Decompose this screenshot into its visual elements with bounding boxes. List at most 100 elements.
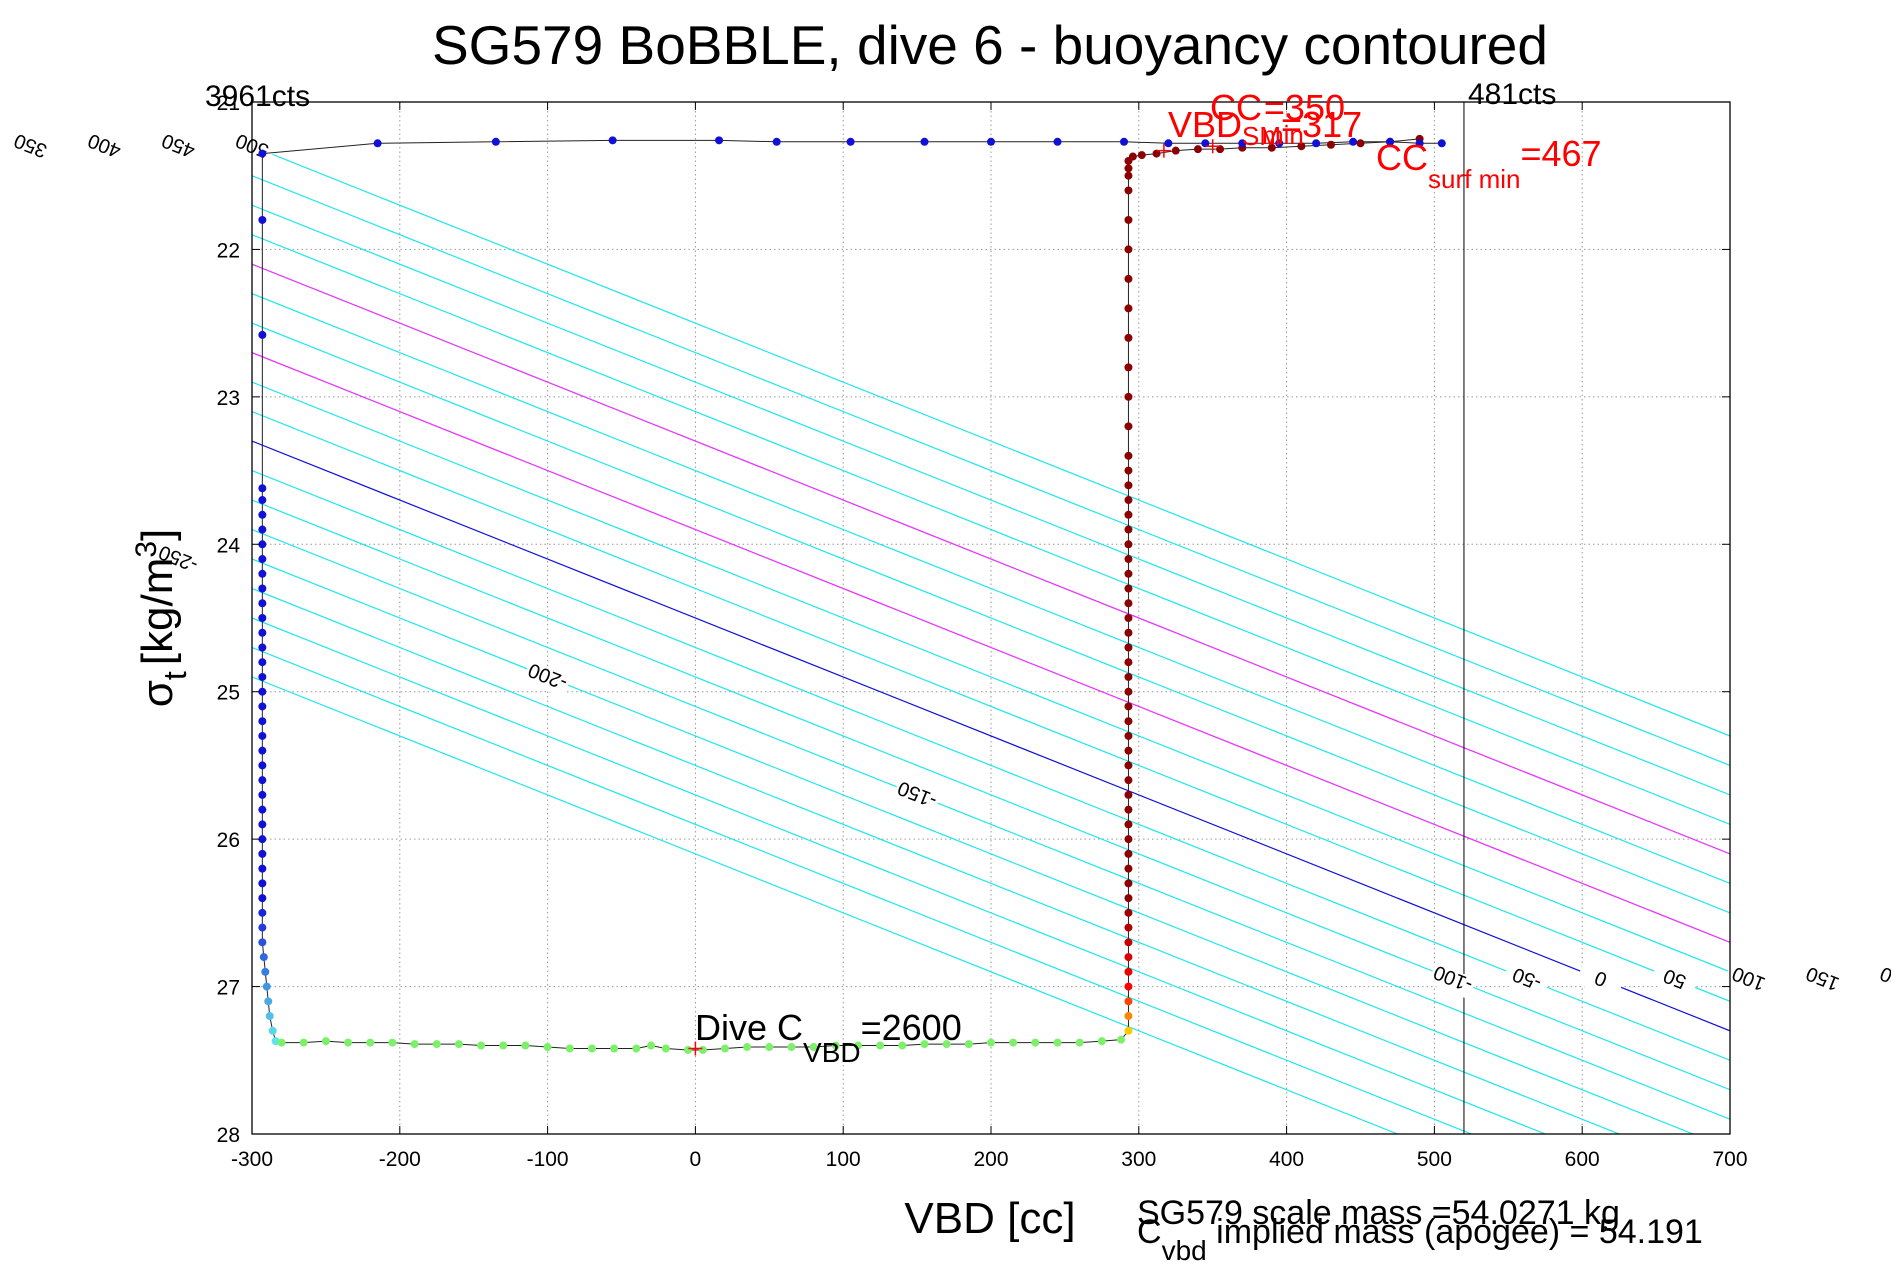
bottom-point — [454, 1040, 463, 1049]
y-tick-label: 25 — [217, 682, 240, 705]
climb-point — [1124, 923, 1133, 932]
dive-point — [258, 938, 267, 947]
contour-label-bg — [1649, 962, 1699, 1000]
surface-point — [373, 139, 382, 148]
dive-point — [261, 967, 270, 976]
bottom-point — [410, 1040, 419, 1049]
contour-label-top: 400 — [78, 129, 128, 167]
climb-point — [1124, 894, 1133, 903]
dive-point — [264, 997, 273, 1006]
climb-point — [1152, 149, 1161, 158]
contour-label-bottom: 100 — [1723, 962, 1773, 1000]
contour-label-text: -100 — [1431, 961, 1476, 996]
dive-point — [258, 496, 267, 505]
dive-point — [258, 643, 267, 652]
chart-title: SG579 BoBBLE, dive 6 - buoyancy contoure… — [432, 14, 1548, 76]
bottom-point — [1097, 1037, 1106, 1046]
climb-point — [1124, 1026, 1133, 1035]
climb-point — [1124, 731, 1133, 740]
contour-label-bottom: 0 — [1575, 962, 1625, 1000]
bottom-point — [684, 1045, 693, 1054]
x-tick-label: -100 — [527, 1148, 569, 1171]
dive-point — [258, 805, 267, 814]
dive-point — [258, 628, 267, 637]
climb-point — [1216, 145, 1225, 154]
bottom-point — [920, 1040, 929, 1049]
bottom-point — [521, 1041, 530, 1050]
x-tick-label: 0 — [690, 1148, 702, 1171]
climb-point — [1124, 643, 1133, 652]
y-tick-label: 27 — [217, 977, 240, 1000]
x-axis-label: VBD [cc] — [904, 1194, 1075, 1243]
contour-label-bg — [1427, 962, 1477, 1000]
surface-point — [1349, 137, 1358, 146]
dive-point — [258, 658, 267, 667]
contour-label-bottom: -100 — [1427, 961, 1477, 1000]
bottom-point — [477, 1041, 486, 1050]
climb-point — [1326, 140, 1335, 149]
cc-surf-min-label: CCsurf min=467 — [1376, 133, 1602, 194]
climb-point — [1124, 761, 1133, 770]
bottom-point — [344, 1038, 353, 1047]
vbd-sm-marker — [1156, 143, 1171, 158]
dive-point — [258, 820, 267, 829]
climb-point — [1128, 152, 1137, 161]
climb-point — [1193, 145, 1202, 154]
bottom-point — [299, 1038, 308, 1047]
dive-point — [258, 776, 267, 785]
contour-labels: -100-50050100150200250300350400450500-10… — [5, 129, 1891, 1000]
dive-point — [258, 835, 267, 844]
climb-point — [1124, 967, 1133, 976]
contour-label-bg — [1723, 962, 1773, 1000]
x-tick-label: 400 — [1269, 1148, 1304, 1171]
bottom-point — [831, 1041, 840, 1050]
climb-point — [1124, 672, 1133, 681]
climb-point — [1124, 849, 1133, 858]
climb-point — [1267, 143, 1276, 152]
contour-line — [252, 676, 1400, 1134]
dive-point — [258, 510, 267, 519]
x-tick-label: 200 — [973, 1148, 1008, 1171]
surface-point — [1201, 139, 1210, 148]
climb-point — [1297, 142, 1306, 151]
scale-mass-text: SG579 scale mass =54.0271 kg — [1137, 1194, 1620, 1232]
climb-point — [1124, 510, 1133, 519]
y-axis-label: σt[kg/m3] — [130, 529, 193, 708]
dive-point — [258, 525, 267, 534]
climb-point — [1124, 540, 1133, 549]
climb-point — [1124, 186, 1133, 195]
bottom-point — [720, 1044, 729, 1053]
contour-label-bg — [1575, 962, 1625, 1000]
climb-point — [1124, 481, 1133, 490]
dive-point — [258, 702, 267, 711]
climb-point — [1124, 746, 1133, 755]
climb-point — [1124, 820, 1133, 829]
contour-label-text: -200 — [525, 658, 570, 693]
bottom-point — [647, 1041, 656, 1050]
corner-label-left: 3961cts — [205, 80, 310, 113]
dive-point — [258, 540, 267, 549]
bottom-point — [277, 1038, 286, 1047]
contour-label-text: -150 — [895, 776, 940, 811]
bottom-point — [765, 1043, 774, 1052]
grid-lines — [252, 102, 1730, 1134]
surface-point — [1386, 137, 1395, 146]
climb-point — [1124, 864, 1133, 873]
climb-point — [1124, 245, 1133, 254]
climb-point — [1124, 274, 1133, 283]
contour-label-bg — [1501, 962, 1551, 1000]
climb-point — [1124, 879, 1133, 888]
dive-point — [258, 731, 267, 740]
climb-point — [1124, 333, 1133, 342]
climb-point — [1124, 953, 1133, 962]
climb-point — [1124, 555, 1133, 564]
surface-point — [1437, 139, 1446, 148]
